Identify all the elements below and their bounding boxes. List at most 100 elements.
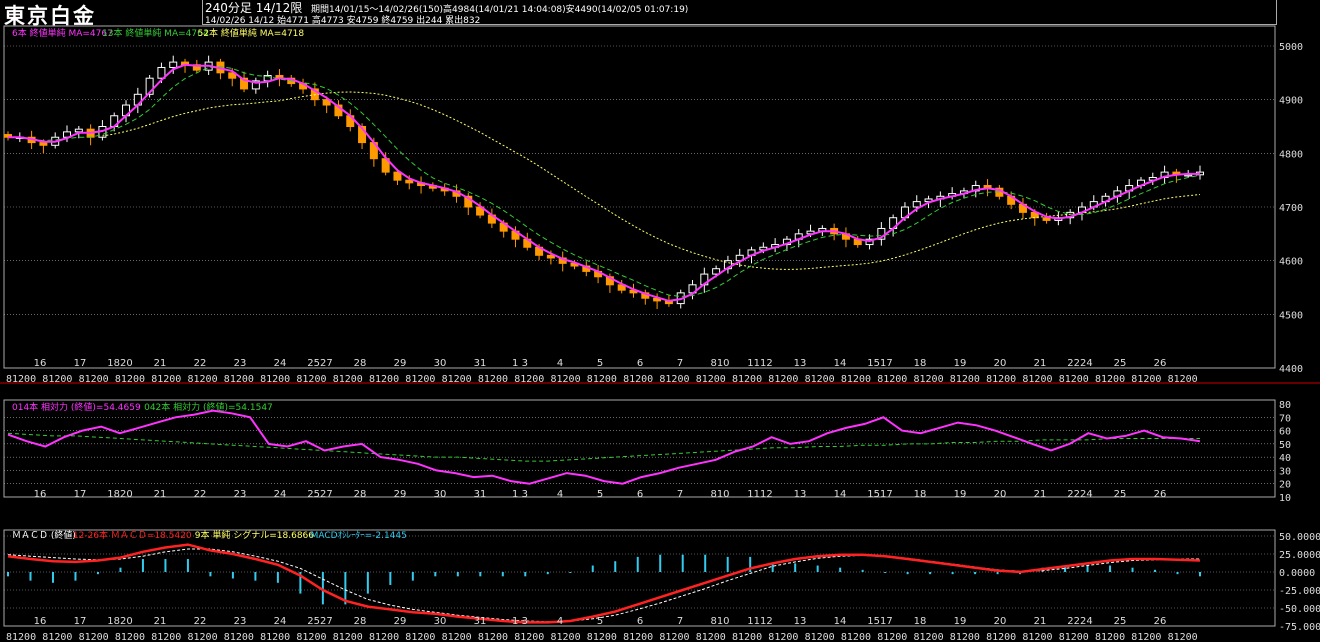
oscillator-bar [1131,567,1134,572]
macd-session-label: 81200 [260,632,290,642]
rsi-date-label: 29 [394,489,407,500]
oscillator-bar [974,572,977,575]
macd-tick-label: 0.0000 [1279,568,1315,579]
session-label: 81200 [224,374,254,385]
oscillator-bar [434,572,437,577]
macd-date-label: 26 [1154,616,1167,627]
oscillator-bar [929,572,932,575]
rsi-date-label: 31 [474,489,487,500]
oscillator-bar [29,572,32,581]
price-date-label: 22 [194,358,207,369]
price-panel[interactable]: 5000 4900 4800 4700 4600 4500 4400 6本 終値単純 MA=4… [3,25,1303,385]
session-label: 81200 [841,374,871,385]
candle-body [251,80,260,90]
macd-date-label: 2527 [307,616,332,627]
oscillator-bar [119,567,122,572]
rsi-panel[interactable]: 80 70 60 50 40 30 20 10 014本 相対力 (終値)=54.4659 042… [3,399,1291,504]
oscillator-bar [479,572,482,577]
macd-tick-label: -75.0000 [1279,622,1320,633]
rsi-tick-label: 40 [1279,453,1291,464]
price-date-label: 810 [710,358,729,369]
session-label: 81200 [1059,374,1089,385]
price-tick-label: 4900 [1279,96,1303,107]
macd-date-label: 810 [710,616,729,627]
macd-date-label: 29 [394,616,407,627]
macd-legend-entry: 9本 単純 シグナル=18.6866 [195,529,314,541]
instrument-title: 東京白金 [4,4,96,28]
macd-session-label: 81200 [405,632,435,642]
rsi-date-label: 6 [637,489,643,500]
macd-session-label: 81200 [986,632,1016,642]
session-label: 81200 [587,374,617,385]
price-date-label: 6 [637,358,643,369]
price-date-label: 18 [914,358,927,369]
session-label: 81200 [151,374,181,385]
price-date-label: 21 [1034,358,1047,369]
macd-session-label: 81200 [224,632,254,642]
oscillator-bar [74,572,77,581]
price-date-label: 29 [394,358,407,369]
oscillator-bar [411,572,414,581]
oscillator-bar [254,572,257,581]
oscillator-bar [1176,572,1179,575]
candle-body [546,254,555,259]
session-label: 81200 [79,374,109,385]
session-label: 81200 [950,374,980,385]
session-label: 81200 [296,374,326,385]
oscillator-bar [501,572,504,577]
session-label: 81200 [1095,374,1125,385]
ma-short-line [8,63,1200,302]
rsi-date-label: 23 [234,489,247,500]
oscillator-bar [749,556,752,572]
price-date-label: 19 [954,358,967,369]
rsi-tick-label: 20 [1279,480,1291,491]
candle-body [39,142,48,146]
macd-tick-label: -25.0000 [1279,586,1320,597]
macd-session-label: 81200 [514,632,544,642]
price-tick-label: 4800 [1279,149,1303,160]
macd-tick-label: 50.0000 [1279,532,1320,543]
session-label: 81200 [369,374,399,385]
rsi-date-label: 1820 [107,489,132,500]
rsi-date-label: 14 [834,489,847,500]
candle-body [322,99,331,106]
macd-session-label: 81200 [1022,632,1052,642]
rsi-legend-entry: 042本 相対力 (終値)=54.1547 [144,401,273,413]
rsi-date-label: 4 [557,489,563,500]
macd-date-label: 14 [834,616,847,627]
macd-session-label: 81200 [333,632,363,642]
rsi-date-label: 13 [794,489,807,500]
rsi-date-label: 5 [597,489,603,500]
macd-panel[interactable]: 50.0000 25.0000 0.0000 -25.0000 -50.0000 -75.… [3,529,1320,642]
rsi-date-label: 30 [434,489,447,500]
macd-date-label: 1517 [867,616,892,627]
rsi-date-label: 2527 [307,489,332,500]
macd-date-label: 22 [194,616,207,627]
macd-date-label: 16 [34,616,47,627]
price-frame [3,25,1276,369]
rsi-date-label: 1112 [747,489,772,500]
macd-date-label: 21 [154,616,167,627]
macd-session-label: 81200 [1095,632,1125,642]
macd-session-label: 81200 [188,632,218,642]
oscillator-bar [389,572,392,585]
macd-date-label: 20 [994,616,1007,627]
session-label: 81200 [1131,374,1161,385]
oscillator-bar [96,572,99,575]
oscillator-bar [884,572,887,573]
rsi-date-label: 28 [354,489,367,500]
macd-date-label: 1820 [107,616,132,627]
session-label: 81200 [115,374,145,385]
candle-body [358,126,367,144]
session-label: 81200 [805,374,835,385]
price-date-label: 30 [434,358,447,369]
session-label: 81200 [442,374,472,385]
price-tick-label: 5000 [1279,42,1303,53]
oscillator-bar [524,572,527,577]
candle-body [157,66,166,79]
price-tick-label: 4400 [1279,364,1303,375]
oscillator-bar [704,554,707,572]
rsi-frame [3,399,1276,498]
oscillator-bar [726,556,729,572]
